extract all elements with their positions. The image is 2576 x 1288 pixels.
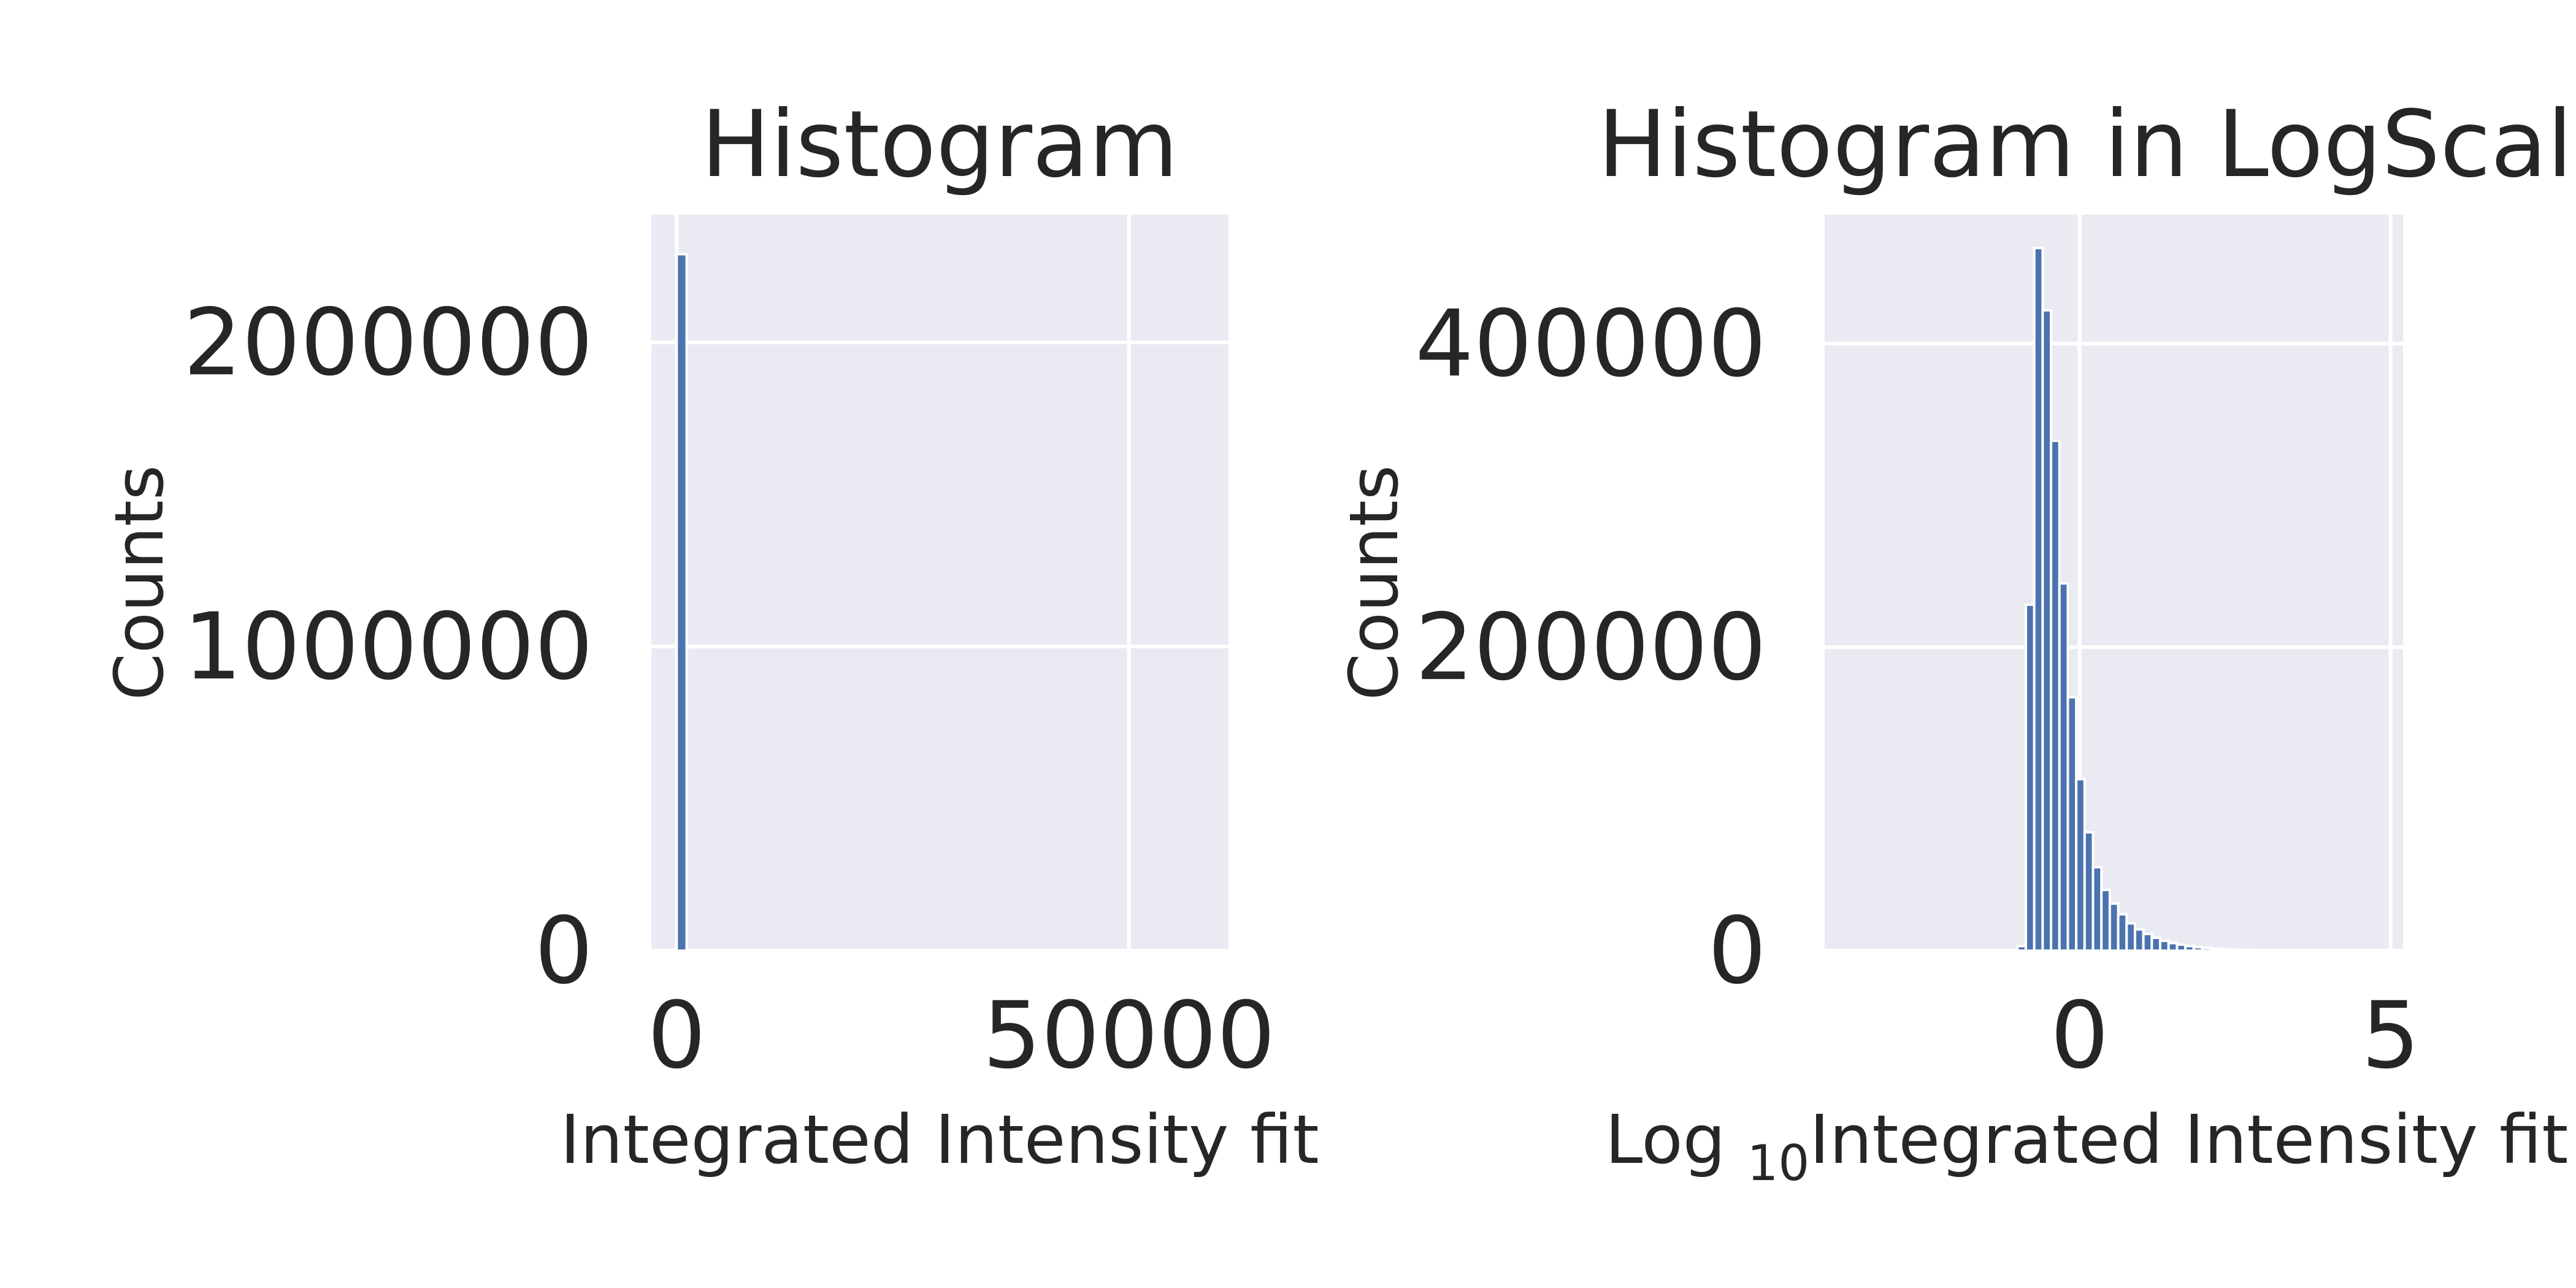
log-histogram-panel: 0 5 0 200000 400000 Histogram in LogScale Lo… xyxy=(1335,91,2576,1192)
y-tick-label: 400000 xyxy=(1415,291,1766,397)
y-tick-label: 0 xyxy=(535,898,593,1005)
histogram-bar xyxy=(2142,932,2153,952)
histogram-bar xyxy=(2159,939,2170,952)
histogram-bar xyxy=(2242,948,2254,953)
histogram-bar xyxy=(2117,913,2128,952)
histogram-bar xyxy=(2192,946,2204,953)
histogram-bar xyxy=(2184,945,2195,952)
histogram-bar xyxy=(2133,928,2145,953)
ticks-log-histogram: 0 5 0 200000 400000 xyxy=(1415,291,2420,1089)
histogram-bar xyxy=(2175,943,2187,953)
y-tick-label: 200000 xyxy=(1415,594,1766,701)
histogram-bar xyxy=(2125,922,2136,952)
y-tick-label: 1000000 xyxy=(183,594,593,700)
x-axis-label-main: Integrated Intensity fit xyxy=(1809,1100,2568,1179)
histogram-bar xyxy=(2091,865,2103,952)
histogram-bar xyxy=(2016,945,2028,952)
bars-log-histogram xyxy=(2016,247,2347,953)
y-tick-label: 0 xyxy=(1708,898,1766,1005)
histogram-bar xyxy=(2267,949,2279,953)
histogram-bar xyxy=(2041,309,2053,952)
histogram-bar xyxy=(2251,949,2263,953)
histogram-bar xyxy=(2260,949,2271,952)
x-axis-label-log-histogram: Log 10Integrated Intensity fit xyxy=(1605,1100,2568,1192)
histogram-bar xyxy=(2058,582,2069,952)
histogram-bar xyxy=(2226,948,2237,952)
x-tick-label: 5 xyxy=(2361,983,2420,1089)
histogram-bar xyxy=(2083,831,2095,952)
x-tick-label: 50000 xyxy=(983,983,1275,1089)
bars-histogram xyxy=(675,253,688,953)
x-tick-label: 0 xyxy=(2050,983,2109,1089)
chart-title-log-histogram: Histogram in LogScale xyxy=(1598,91,2576,198)
y-axis-label-log-histogram: Counts xyxy=(1335,465,1413,700)
histogram-bar xyxy=(2025,603,2036,952)
x-axis-label-prefix: Log xyxy=(1605,1100,1747,1179)
histogram-bar xyxy=(2100,889,2111,952)
y-tick-label: 2000000 xyxy=(183,289,593,396)
x-axis-label-histogram: Integrated Intensity fit xyxy=(560,1100,1319,1179)
histogram-bar xyxy=(2201,946,2212,952)
histogram-bar xyxy=(2033,247,2044,952)
histogram-bar xyxy=(2108,902,2120,952)
plot-area-histogram xyxy=(651,215,1229,951)
histogram-bar xyxy=(2150,936,2162,953)
y-axis-label-histogram: Counts xyxy=(100,465,178,700)
plot-area-log-histogram xyxy=(1825,215,2403,951)
x-axis-label-subscript: 10 xyxy=(1747,1135,1809,1192)
histogram-bar xyxy=(2075,778,2086,952)
histogram-bar xyxy=(2167,941,2179,953)
histogram-bar xyxy=(675,253,688,953)
x-tick-label: 0 xyxy=(648,983,706,1089)
histogram-bar xyxy=(2217,948,2229,952)
chart-title-histogram: Histogram xyxy=(701,91,1178,198)
grid-log-histogram xyxy=(1825,215,2403,953)
histogram-bar xyxy=(2050,439,2061,952)
histogram-bar xyxy=(2209,947,2220,953)
histogram-bar xyxy=(2066,696,2078,952)
histogram-bar xyxy=(2234,948,2245,952)
